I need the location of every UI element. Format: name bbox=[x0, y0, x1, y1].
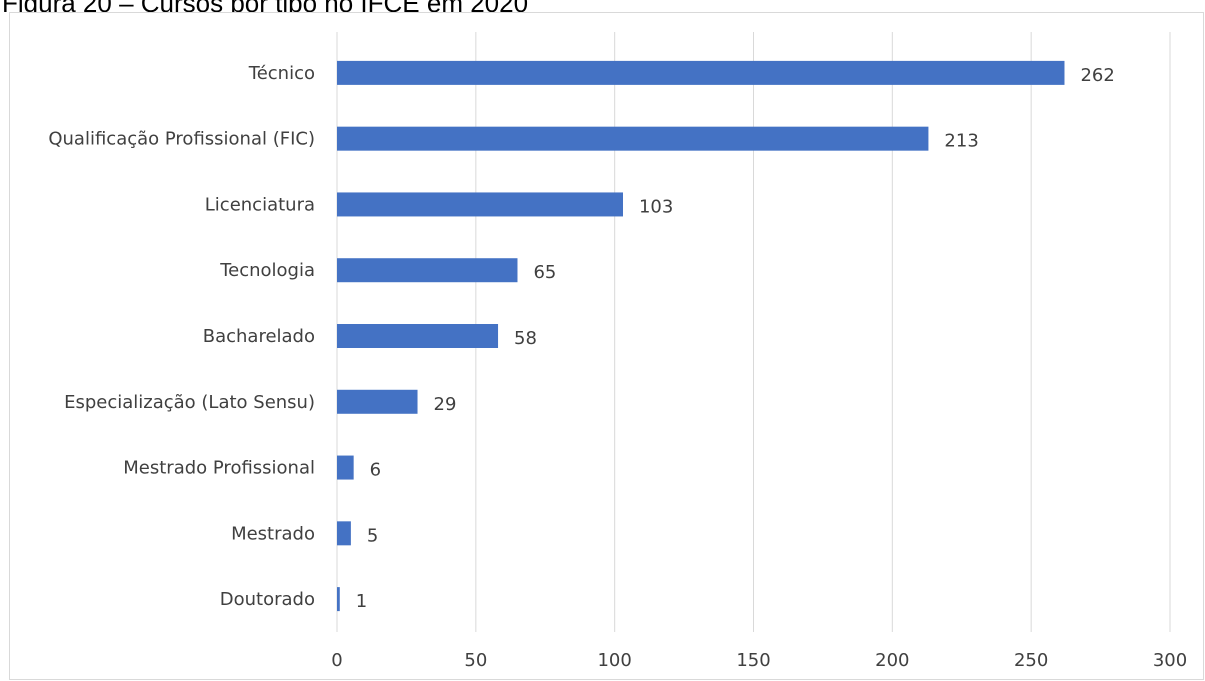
x-tick-label: 300 bbox=[1153, 650, 1187, 671]
category-label: Mestrado bbox=[231, 523, 315, 544]
x-tick-label: 200 bbox=[875, 650, 909, 671]
data-label: 1 bbox=[356, 591, 367, 612]
data-label: 262 bbox=[1080, 65, 1114, 86]
data-label: 58 bbox=[514, 328, 537, 349]
bar bbox=[337, 192, 623, 217]
data-label: 65 bbox=[533, 262, 556, 283]
x-tick-label: 50 bbox=[464, 650, 487, 671]
bar bbox=[337, 455, 354, 480]
bar bbox=[337, 324, 499, 348]
data-label: 6 bbox=[370, 460, 381, 481]
data-label: 5 bbox=[367, 525, 378, 546]
x-axis-ticks: 0 50 100 150 200 250 300 bbox=[331, 650, 1187, 671]
data-label: 29 bbox=[434, 394, 457, 415]
category-label: Doutorado bbox=[220, 589, 315, 610]
x-tick-label: 0 bbox=[331, 650, 342, 671]
chart-frame bbox=[9, 12, 1204, 680]
bar bbox=[337, 521, 351, 546]
category-label: Técnico bbox=[248, 63, 315, 84]
category-label: Licenciatura bbox=[205, 194, 315, 215]
category-label: Bacharelado bbox=[203, 326, 315, 347]
category-label: Mestrado Profissional bbox=[123, 458, 315, 479]
category-label: Especialização (Lato Sensu) bbox=[64, 392, 315, 413]
x-tick-label: 150 bbox=[736, 650, 770, 671]
bar bbox=[337, 60, 1065, 85]
category-label: Qualificação Profissional (FIC) bbox=[48, 129, 315, 150]
category-label: Tecnologia bbox=[219, 260, 315, 281]
x-tick-label: 250 bbox=[1014, 650, 1048, 671]
bar bbox=[337, 587, 340, 612]
data-label: 213 bbox=[944, 131, 978, 152]
bars bbox=[337, 60, 1065, 612]
bar bbox=[337, 389, 418, 414]
bar bbox=[337, 258, 518, 283]
bar bbox=[337, 126, 929, 151]
category-labels: Técnico Qualificação Profissional (FIC) Li… bbox=[48, 63, 315, 610]
x-tick-label: 100 bbox=[597, 650, 631, 671]
data-label: 103 bbox=[639, 196, 673, 217]
